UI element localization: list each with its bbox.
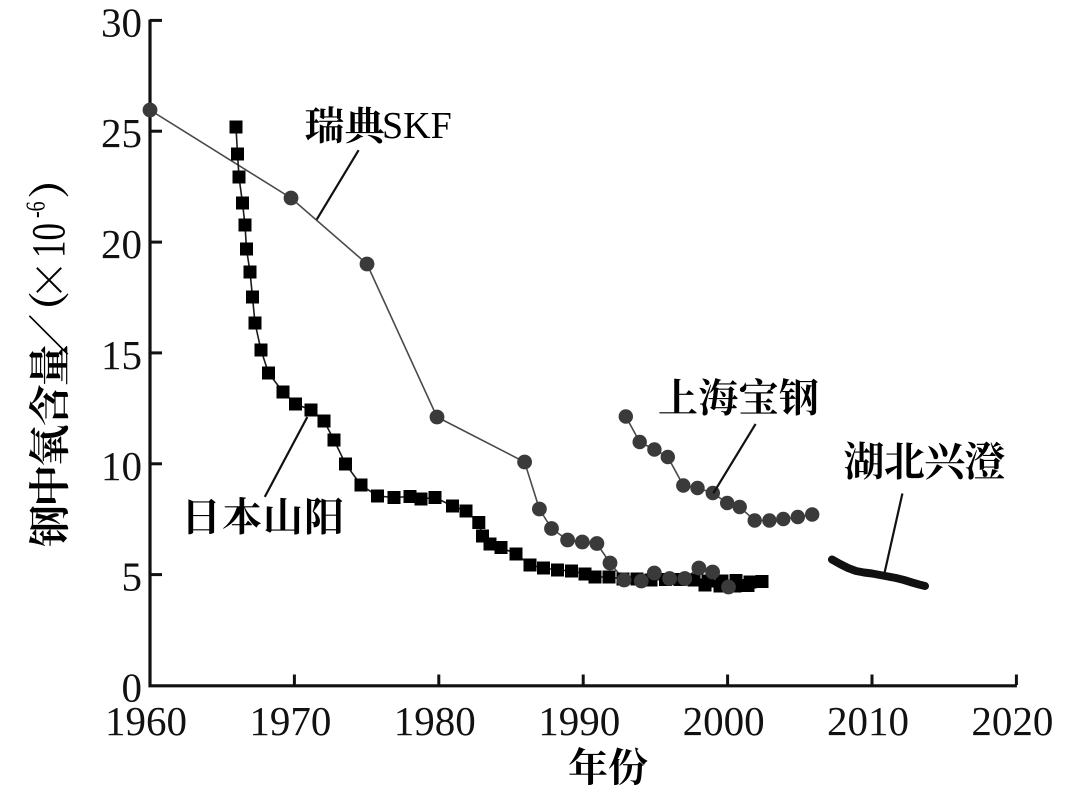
svg-text:2000: 2000 — [683, 698, 765, 744]
svg-text:1960: 1960 — [105, 698, 187, 744]
svg-text:SKF: SKF — [382, 105, 452, 147]
svg-text:1980: 1980 — [394, 698, 476, 744]
svg-text:15: 15 — [101, 332, 142, 378]
svg-text:1990: 1990 — [538, 698, 620, 744]
svg-text:5: 5 — [122, 554, 143, 600]
svg-text:0: 0 — [122, 665, 143, 711]
svg-text:1970: 1970 — [249, 698, 331, 744]
svg-text:10: 10 — [22, 223, 74, 258]
svg-text:2020: 2020 — [971, 698, 1053, 744]
svg-text:-6: -6 — [22, 201, 52, 218]
svg-text:10: 10 — [101, 443, 142, 489]
svg-text:20: 20 — [101, 221, 142, 267]
svg-text:2010: 2010 — [827, 698, 909, 744]
svg-text:30: 30 — [101, 0, 142, 45]
svg-text:25: 25 — [101, 110, 142, 156]
